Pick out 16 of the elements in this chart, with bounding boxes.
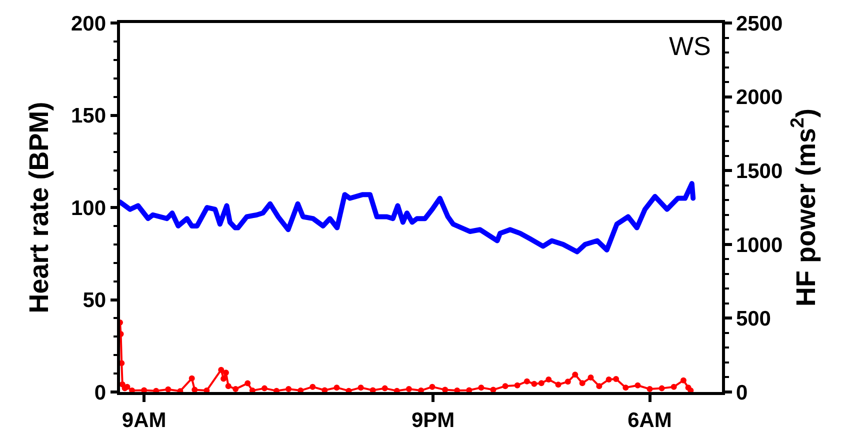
y2-tick-label: 500 — [736, 308, 771, 331]
y-tick-label: 150 — [71, 104, 106, 128]
annotation: WS — [669, 31, 711, 61]
y2-tick-label: 2500 — [736, 12, 783, 36]
x-tick-label: 9PM — [411, 408, 455, 432]
y-axis-title: Heart rate (BPM) — [24, 102, 54, 314]
y-tick-label: 0 — [94, 381, 106, 404]
y-tick-label: 100 — [71, 196, 106, 220]
y2-tick-label: 1000 — [736, 234, 783, 257]
y2-tick-label: 1500 — [736, 160, 783, 183]
x-tick-label: 9AM — [122, 408, 166, 432]
y2-tick-label: 0 — [736, 381, 748, 404]
y2-tick-label: 2000 — [736, 86, 783, 110]
x-tick-label: 6AM — [628, 408, 672, 432]
y-tick-label: 200 — [71, 12, 106, 36]
y-tick-label: 50 — [82, 289, 106, 312]
